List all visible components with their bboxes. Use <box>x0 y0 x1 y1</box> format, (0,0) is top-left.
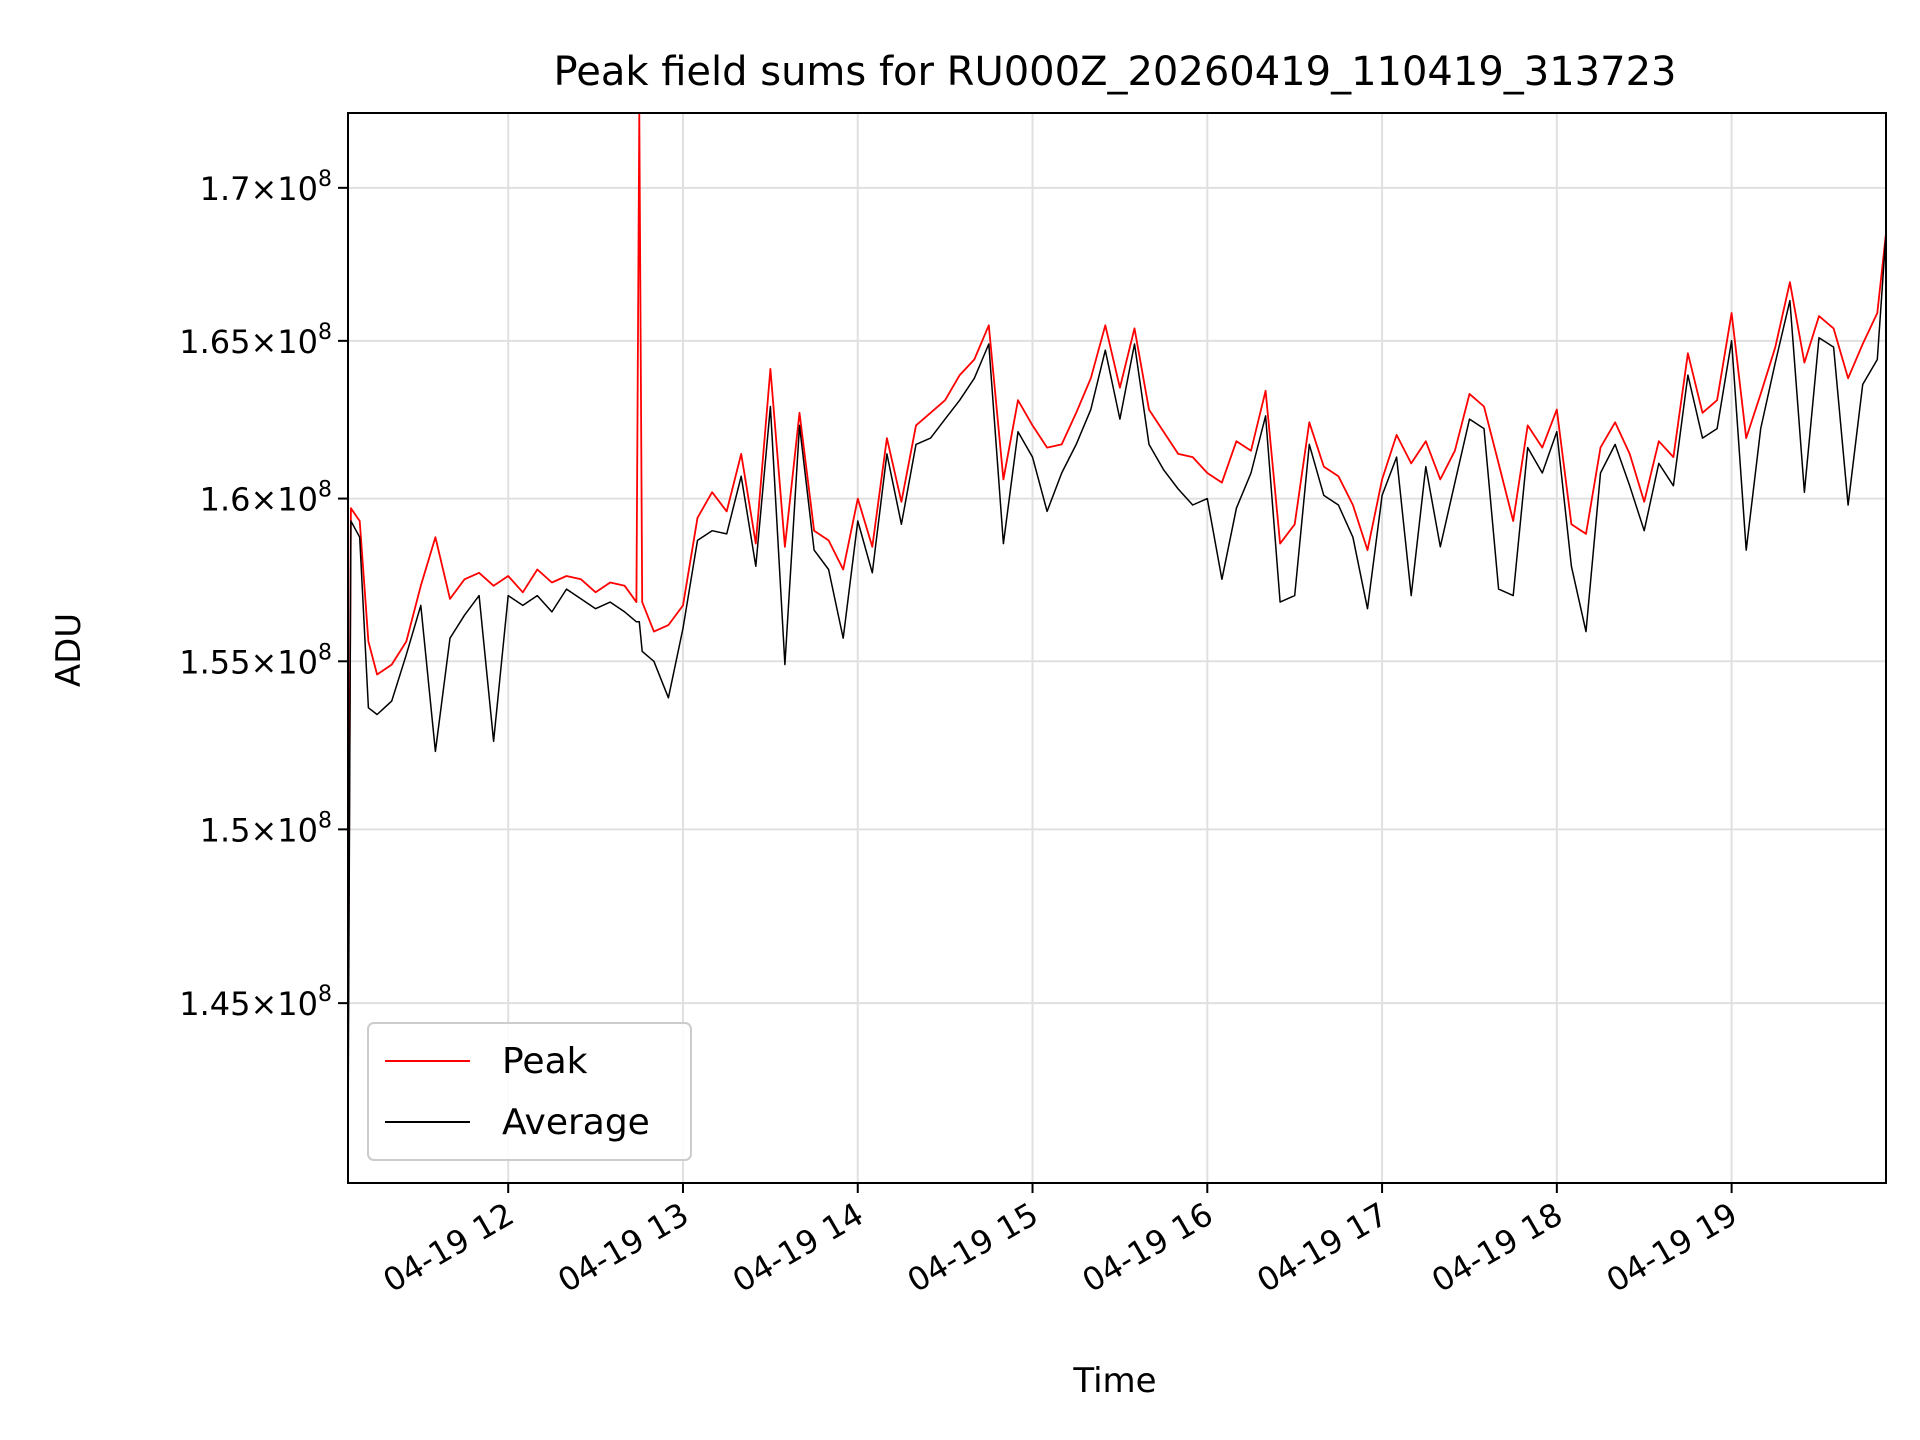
y-tick-label: 1.45×108 <box>179 982 332 1023</box>
y-tick-label: 1.5×108 <box>200 808 332 849</box>
plot-frame <box>347 112 1887 1184</box>
series-line-peak <box>348 113 1886 1043</box>
y-axis-title: ADU <box>49 613 89 687</box>
y-tick-label: 1.65×108 <box>179 320 332 361</box>
series-layer <box>348 113 1886 1143</box>
legend-box <box>367 1022 692 1161</box>
legend-average-label: Average <box>502 1102 650 1143</box>
chart-title: Peak field sums for RU000Z_20260419_1104… <box>554 49 1677 95</box>
x-axis-title: Time <box>1072 1361 1156 1401</box>
series-line-average <box>348 233 1886 1143</box>
y-tick-label: 1.7×108 <box>200 167 332 208</box>
y-tick-label: 1.55×108 <box>179 640 332 681</box>
legend: Peak Average <box>367 1022 692 1161</box>
grid <box>348 113 1886 1183</box>
legend-peak-label: Peak <box>502 1041 588 1082</box>
y-tick-label: 1.6×108 <box>200 478 332 519</box>
